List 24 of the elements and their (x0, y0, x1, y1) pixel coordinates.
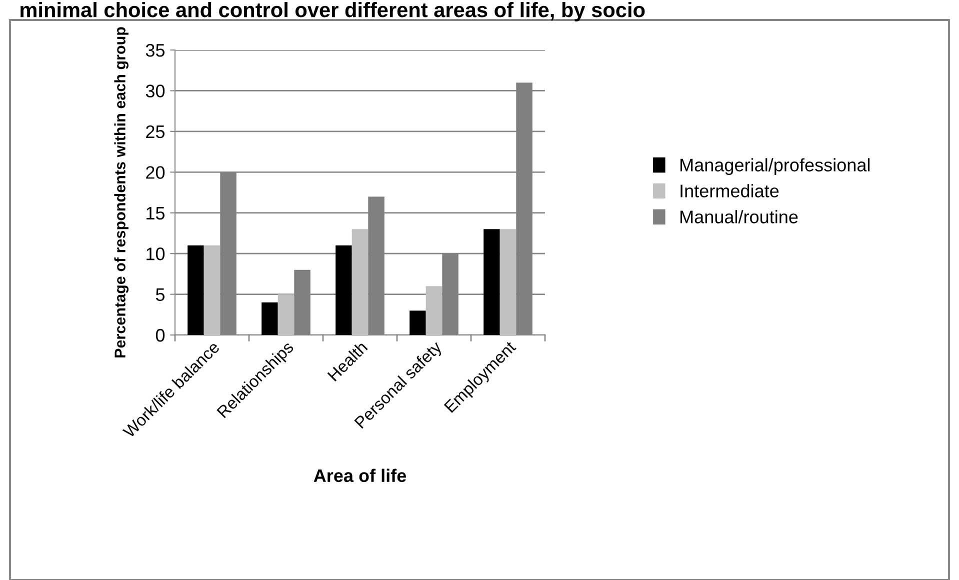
legend-label: Intermediate (680, 184, 779, 198)
bar (426, 286, 442, 335)
y-tick-label: 5 (156, 288, 165, 302)
y-tick-label: 15 (146, 206, 165, 220)
bar (278, 294, 294, 335)
bar (352, 229, 368, 335)
y-tick-label: 20 (146, 166, 165, 179)
bar (262, 302, 278, 335)
bar (500, 229, 516, 335)
y-axis-title: Percentage of respondents within each group (114, 27, 129, 358)
bar (484, 229, 500, 335)
bar (336, 245, 352, 335)
y-tick-label: 25 (146, 125, 165, 138)
legend-label: Manual/routine (680, 210, 798, 224)
bar (410, 310, 426, 335)
y-tick-label: 10 (146, 248, 165, 260)
chart-title: minimal choice and control over different areas of life, by socio (20, 2, 645, 22)
bar (204, 245, 220, 335)
y-tick-label: 30 (146, 84, 165, 98)
legend-label: Managerial/professional (680, 158, 870, 176)
y-tick-label: 35 (146, 44, 165, 57)
x-axis-title: Area of life (314, 468, 406, 482)
y-tick-label: 0 (156, 328, 165, 342)
bar (188, 245, 204, 335)
